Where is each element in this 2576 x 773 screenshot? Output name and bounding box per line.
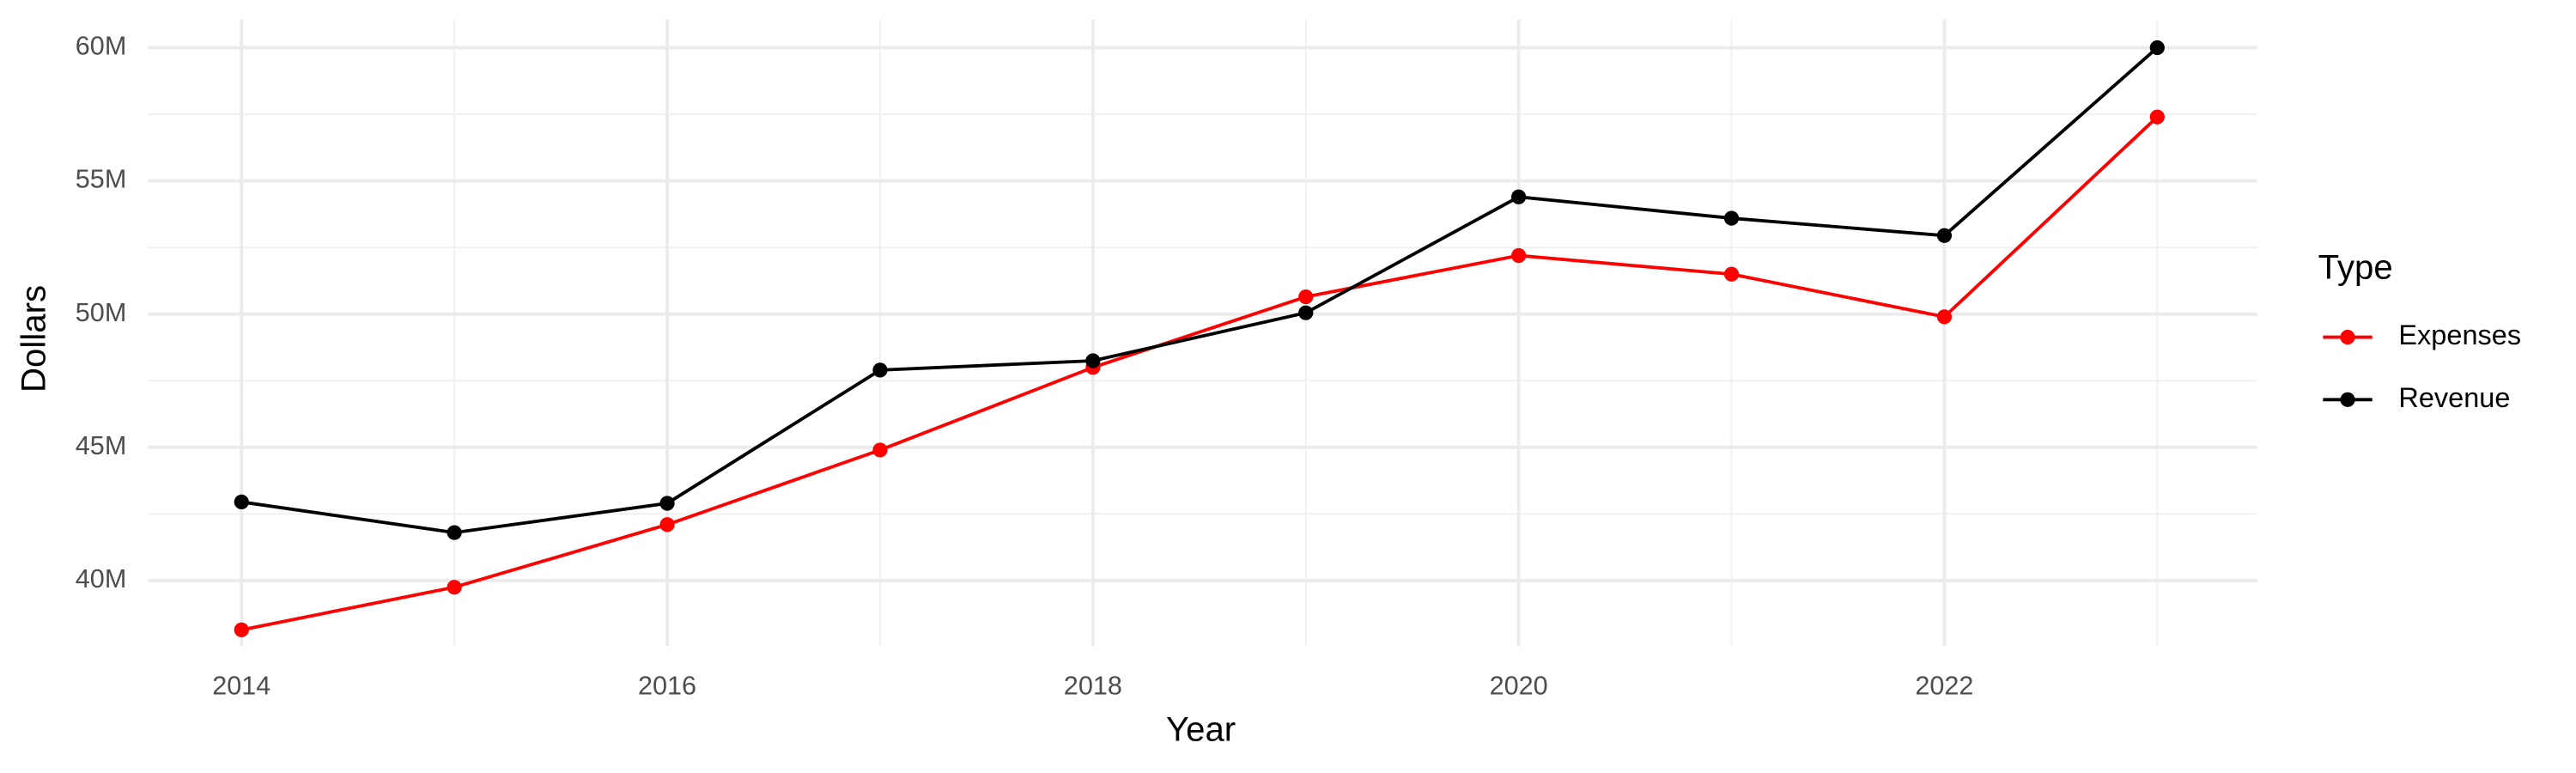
legend-key-point [2340, 392, 2355, 407]
x-tick-label: 2018 [1064, 672, 1122, 701]
legend-title: Type [2318, 248, 2393, 287]
y-tick-label: 40M [76, 564, 127, 593]
series-line [240, 115, 2159, 632]
data-point [659, 517, 675, 533]
data-point [1723, 210, 1740, 226]
data-point [1298, 305, 1314, 320]
legend-label: Expenses [2398, 320, 2521, 350]
data-point [1723, 266, 1740, 282]
data-point [1298, 289, 1314, 305]
x-tick-label: 2020 [1490, 672, 1548, 701]
x-tick-label: 2014 [212, 672, 270, 701]
data-point [234, 494, 249, 510]
y-tick-label: 50M [76, 298, 127, 327]
legend-label: Revenue [2398, 382, 2510, 413]
data-point [1511, 247, 1527, 264]
series-line [240, 46, 2159, 535]
data-point [447, 525, 462, 540]
data-point [872, 442, 888, 458]
data-point [2149, 109, 2165, 125]
data-point [2149, 40, 2165, 56]
x-tick-label: 2016 [638, 672, 696, 701]
data-point [1936, 228, 1953, 243]
y-axis-title: Dollars [15, 285, 53, 393]
data-point [1085, 353, 1101, 368]
x-axis-title: Year [1166, 710, 1236, 749]
y-tick-label: 60M [76, 32, 127, 61]
data-point [234, 622, 249, 637]
data-point [1511, 189, 1527, 204]
data-point [872, 362, 888, 378]
data-point [447, 580, 462, 595]
legend-key-point [2340, 329, 2355, 345]
y-tick-label: 45M [76, 431, 127, 460]
data-point [659, 496, 675, 511]
data-point [1936, 309, 1953, 325]
x-tick-label: 2022 [1915, 672, 1973, 701]
y-tick-label: 55M [76, 165, 127, 194]
